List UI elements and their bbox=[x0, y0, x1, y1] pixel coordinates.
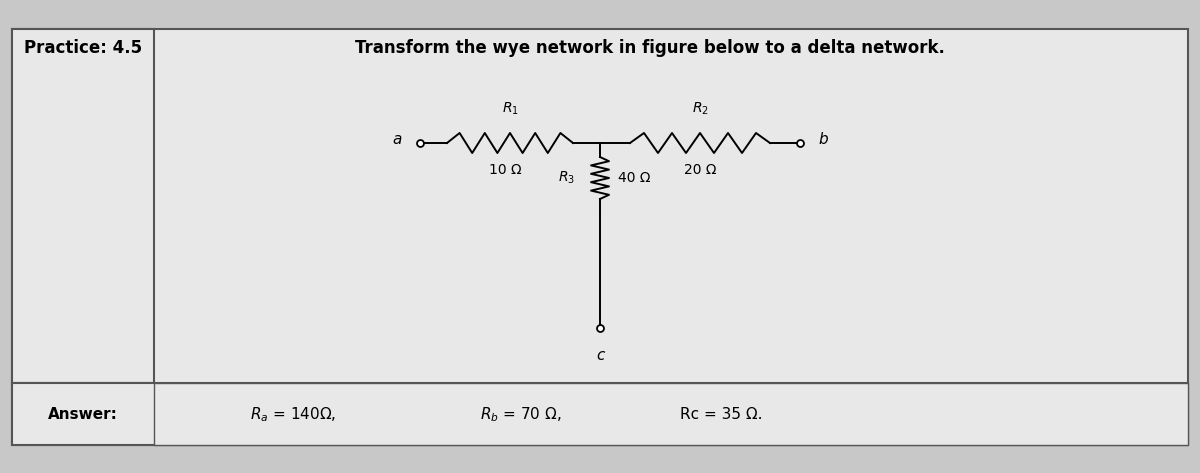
Text: Rc = 35 Ω.: Rc = 35 Ω. bbox=[680, 407, 762, 422]
Text: b: b bbox=[818, 131, 828, 147]
Text: $R_b$ = 70 Ω,: $R_b$ = 70 Ω, bbox=[480, 405, 562, 424]
Text: Transform the wye network in figure below to a delta network.: Transform the wye network in figure belo… bbox=[355, 39, 944, 57]
Text: $R_3$: $R_3$ bbox=[558, 170, 575, 186]
FancyBboxPatch shape bbox=[12, 383, 1188, 445]
FancyBboxPatch shape bbox=[12, 29, 1188, 445]
Text: a: a bbox=[392, 131, 402, 147]
FancyBboxPatch shape bbox=[12, 29, 154, 383]
Text: c: c bbox=[596, 348, 604, 363]
Text: 20 Ω: 20 Ω bbox=[684, 163, 716, 177]
Text: 10 Ω: 10 Ω bbox=[488, 163, 521, 177]
FancyBboxPatch shape bbox=[154, 383, 1188, 445]
Text: 40 Ω: 40 Ω bbox=[618, 171, 650, 185]
Text: Answer:: Answer: bbox=[48, 407, 118, 422]
Text: $R_2$: $R_2$ bbox=[691, 101, 708, 117]
Text: $R_a$ = 140Ω,: $R_a$ = 140Ω, bbox=[250, 405, 336, 424]
Text: Practice: 4.5: Practice: 4.5 bbox=[24, 39, 142, 57]
Text: $R_1$: $R_1$ bbox=[502, 101, 518, 117]
